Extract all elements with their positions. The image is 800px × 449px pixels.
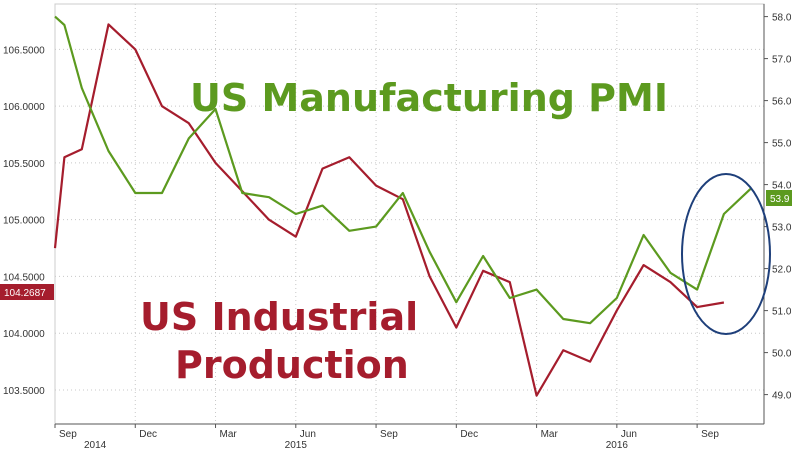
left-axis-tick-label: 105.5000 (3, 159, 45, 170)
left-axis-tick-label: 106.5000 (3, 45, 45, 56)
plot-frame (54, 3, 765, 425)
ip-title-annotation-line1: US Industrial (140, 295, 418, 339)
x-axis-tick-label: Sep (701, 429, 719, 440)
pmi-badge-text: 53.9 (770, 194, 790, 205)
plot-area-border (54, 3, 765, 425)
x-axis-year-label: 2016 (606, 440, 629, 449)
pmi-title-annotation: US Manufacturing PMI (190, 76, 668, 120)
highlight-ellipse (681, 173, 771, 335)
x-axis-tick-label: Mar (220, 429, 238, 440)
x-axis-tick-label: Jun (300, 429, 316, 440)
series-line-manufacturing-pmi (54, 15, 752, 325)
left-axis-tick-label: 103.5000 (3, 386, 45, 397)
x-axis-tick-label: Mar (541, 429, 559, 440)
series-line-industrial-production (53, 23, 725, 397)
x-axis-tick-label: Jun (621, 429, 637, 440)
ip-badge-bg (0, 284, 54, 300)
ip-title-annotation-line2: Production (175, 343, 409, 387)
right-axis-tick-label: 51.0 (772, 307, 792, 318)
x-axis-tick-label: Sep (380, 429, 398, 440)
right-axis-tick-label: 56.0 (772, 97, 792, 108)
ip-last-value-badge: 104.2687 (0, 284, 54, 300)
x-axis-tick-label: Dec (139, 429, 157, 440)
right-axis-tick-label: 49.0 (772, 391, 792, 402)
right-axis-tick-label: 52.0 (772, 265, 792, 276)
x-axis-tick-label: Sep (59, 429, 77, 440)
left-axis-tick-label: 106.0000 (3, 102, 45, 113)
right-axis-tick-label: 50.0 (772, 349, 792, 360)
right-axis-tick-label: 55.0 (772, 139, 792, 150)
x-axis-tick-label: Dec (460, 429, 478, 440)
x-axis-year-label: 2014 (84, 440, 107, 449)
left-axis: 106.5000 106.0000 105.5000 105.0000 104.5000… (3, 45, 45, 397)
ip-badge-text: 104.2687 (4, 288, 46, 299)
right-axis-tick-label: 58.0 (772, 13, 792, 24)
left-axis-tick-label: 104.5000 (3, 272, 45, 283)
pmi-badge-bg (766, 190, 792, 206)
grid (54, 4, 764, 424)
left-axis-tick-label: 104.0000 (3, 329, 45, 340)
right-axis-tick-label: 54.0 (772, 181, 792, 192)
pmi-last-value-badge: 53.9 (766, 190, 792, 206)
left-axis-tick-label: 105.0000 (3, 216, 45, 227)
x-axis: Sep Dec Mar Jun Sep Dec Mar Jun Sep 2014 2015 2016 (54, 423, 764, 449)
x-axis-year-label: 2015 (285, 440, 308, 449)
right-axis-tick-label: 57.0 (772, 55, 792, 66)
right-axis-tick-label: 53.0 (772, 223, 792, 234)
right-axis: 58.0 57.0 56.0 55.0 54.0 53.0 52.0 51.0 50.0 49.0 (763, 4, 792, 424)
